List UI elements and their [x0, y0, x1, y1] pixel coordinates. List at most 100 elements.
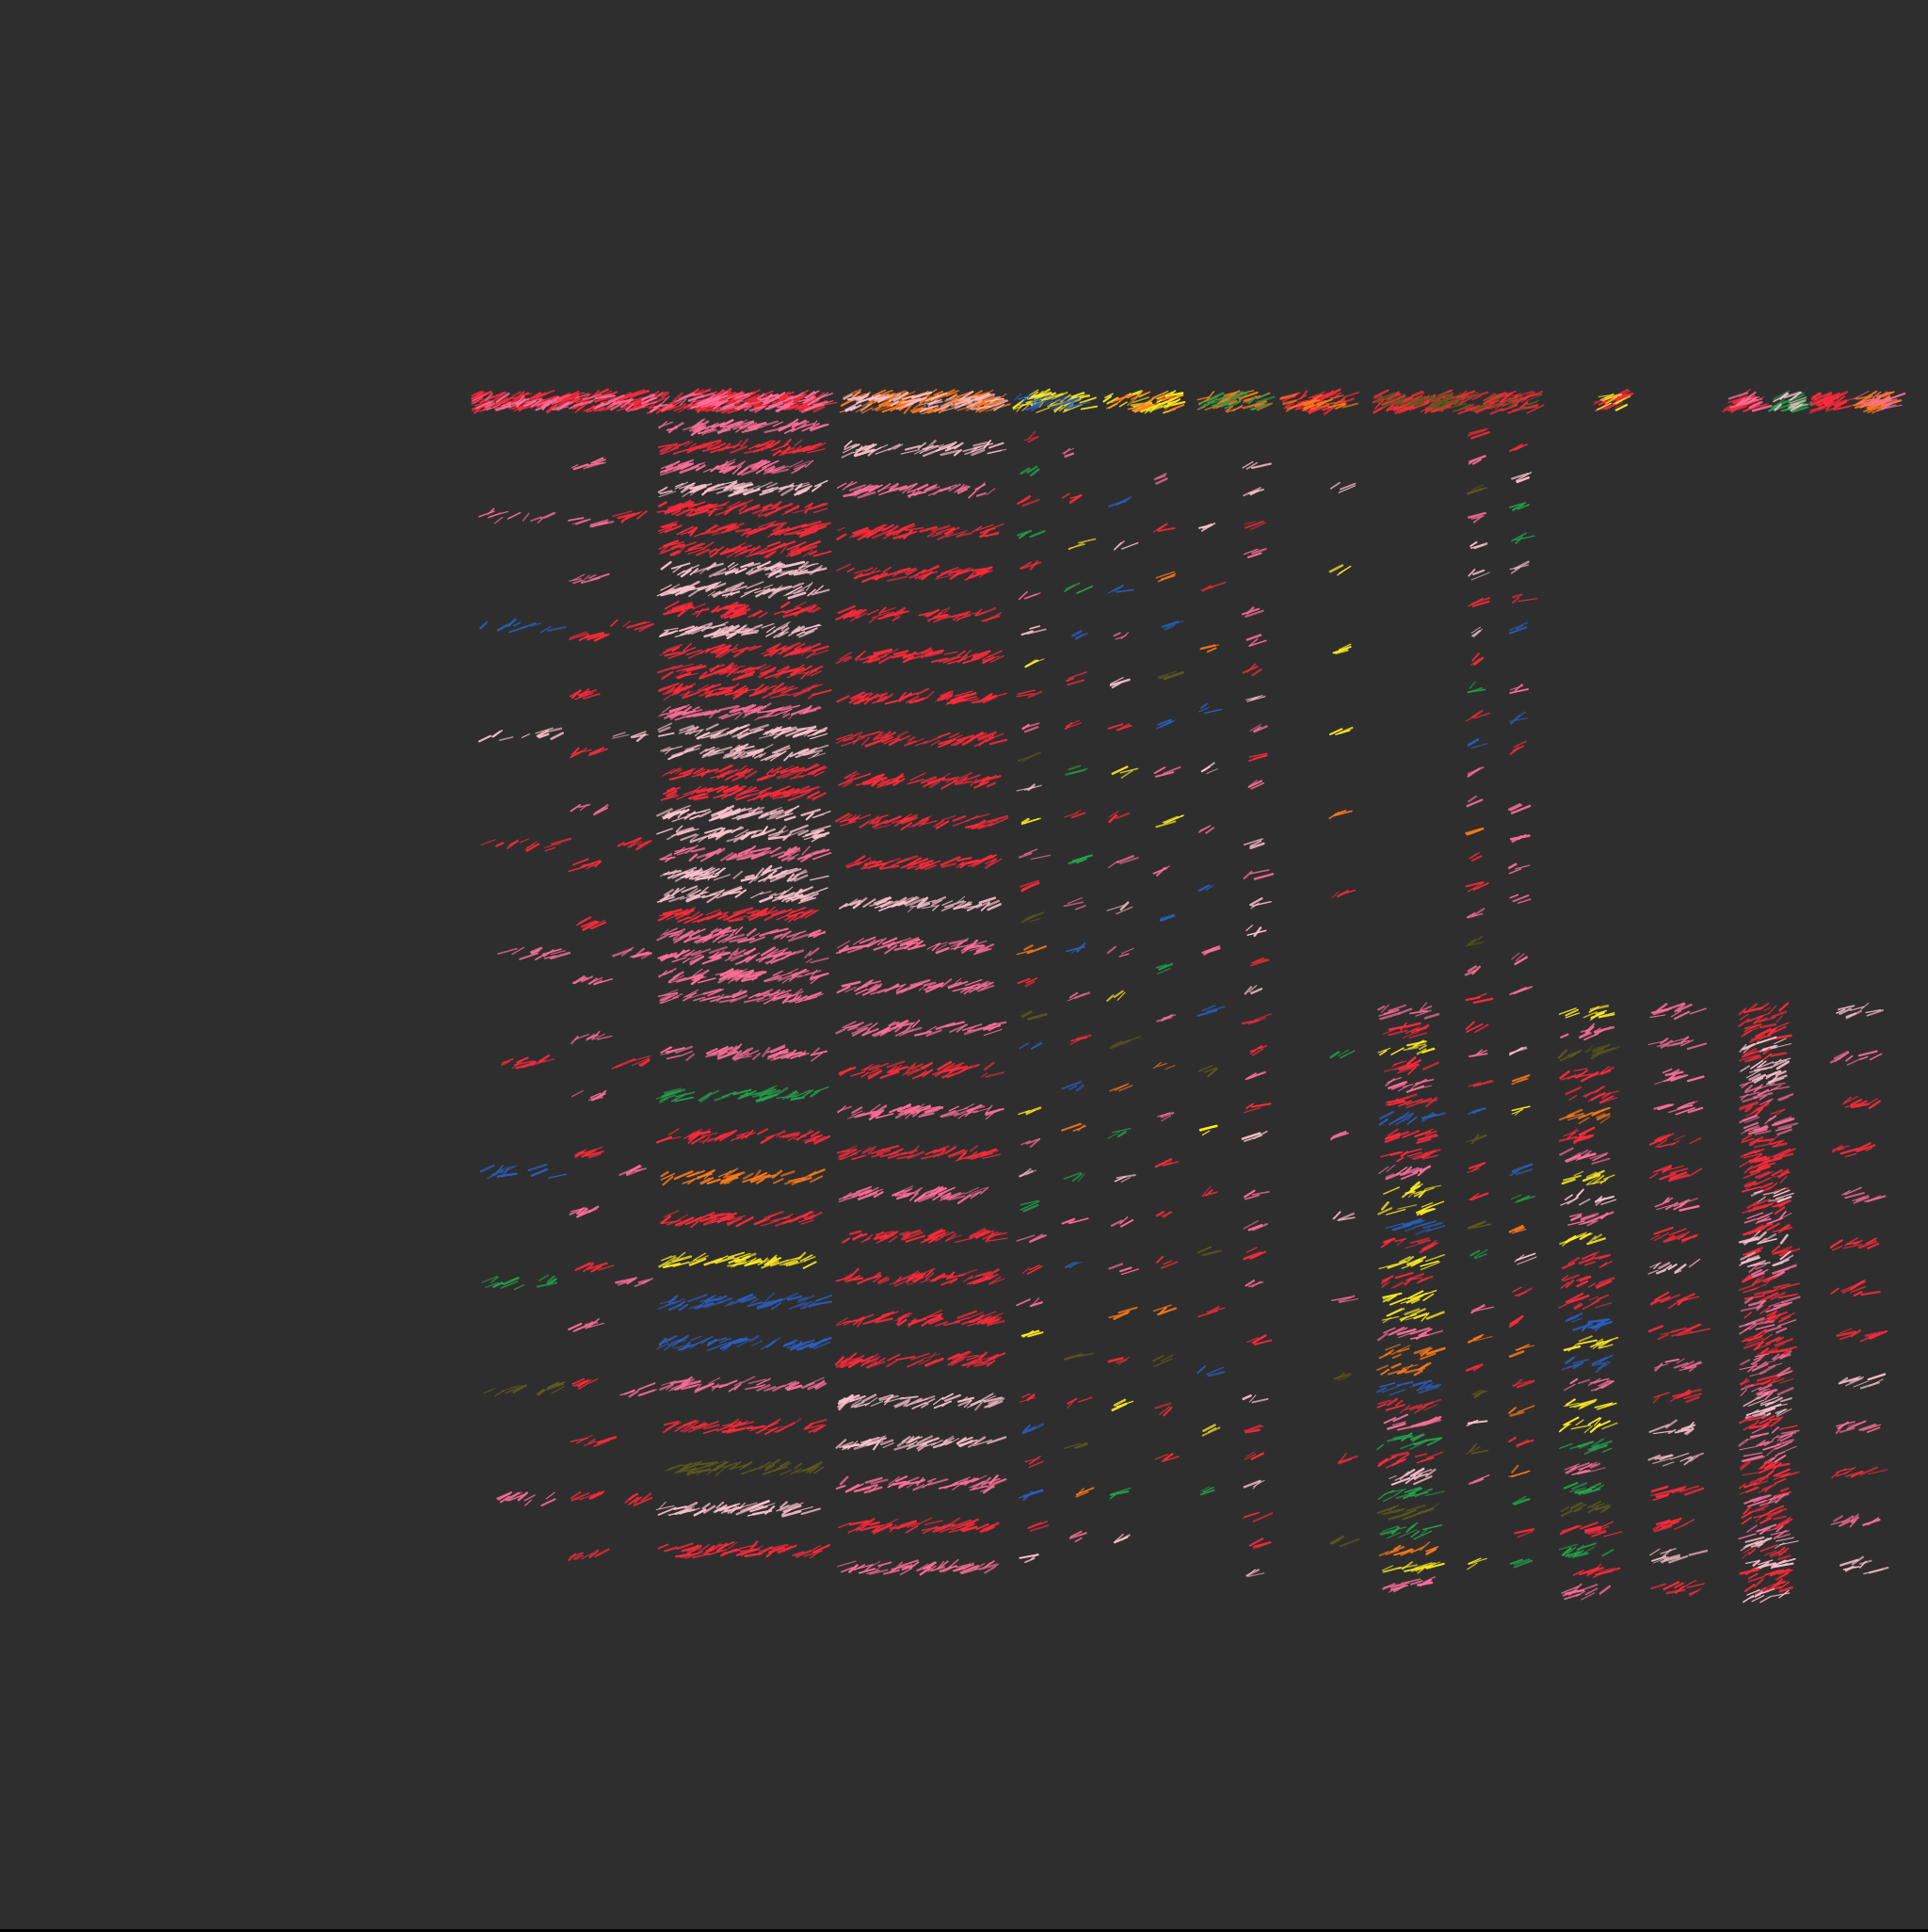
- crayon-scribble-mark: [656, 804, 831, 823]
- crayon-scribble-mark: [1201, 945, 1221, 956]
- crayon-scribble-mark: [1377, 1451, 1443, 1469]
- crayon-scribble-mark: [1466, 1419, 1488, 1426]
- crayon-scribble-mark: [483, 1381, 566, 1397]
- crayon-scribble-mark: [1064, 1352, 1094, 1360]
- crayon-scribble-mark: [1831, 1466, 1888, 1479]
- crayon-scribble-mark: [1067, 1396, 1093, 1409]
- crayon-scribble-mark: [660, 1043, 828, 1062]
- crayon-scribble-mark: [1017, 495, 1040, 507]
- crayon-scribble-mark: [1245, 695, 1266, 702]
- crayon-scribble-mark: [1380, 1271, 1434, 1289]
- crayon-scribble-mark: [1470, 540, 1488, 550]
- crayon-scribble-mark: [657, 438, 827, 457]
- crayon-scribble-mark: [1152, 1354, 1174, 1367]
- crayon-scribble-mark: [1068, 991, 1091, 1002]
- crayon-scribble-mark: [479, 1164, 568, 1180]
- crayon-scribble-mark: [1111, 1398, 1134, 1411]
- crayon-scribble-mark: [834, 813, 1009, 831]
- crayon-scribble-mark: [1508, 1436, 1534, 1448]
- crayon-scribble-mark: [1382, 1576, 1436, 1593]
- crayon-scribble-mark: [660, 864, 829, 884]
- crayon-scribble-mark: [837, 1393, 1005, 1411]
- crayon-scribble-mark: [1244, 1424, 1264, 1434]
- crayon-scribble-mark: [1467, 738, 1488, 749]
- crayon-scribble-mark: [1248, 1538, 1272, 1550]
- crayon-scribble-mark: [1565, 1086, 1619, 1104]
- crayon-scribble-mark: [1376, 1327, 1443, 1342]
- crayon-scribble-mark: [1243, 1247, 1266, 1261]
- crayon-scribble-mark: [1743, 1492, 1790, 1507]
- crayon-scribble-mark: [574, 1262, 615, 1273]
- crayon-scribble-mark: [1197, 884, 1213, 892]
- crayon-scribble-mark: [662, 1418, 827, 1435]
- crayon-scribble-mark: [1740, 1057, 1791, 1073]
- crayon-scribble-mark: [478, 507, 556, 524]
- crayon-scribble-mark: [1511, 472, 1532, 484]
- crayon-scribble-mark: [1508, 1344, 1535, 1358]
- crayon-scribble-mark: [836, 1103, 1004, 1121]
- crayon-scribble-mark: [1508, 1464, 1531, 1478]
- crayon-scribble-mark: [656, 499, 828, 518]
- crayon-scribble-mark: [1508, 711, 1528, 725]
- crayon-scribble-mark: [1108, 1306, 1138, 1320]
- crayon-scribble-mark: [1509, 502, 1530, 511]
- crayon-scribble-mark: [1021, 1264, 1043, 1275]
- crayon-scribble-mark: [1563, 1398, 1617, 1410]
- crayon-scribble-mark: [1376, 1397, 1442, 1414]
- crayon-scribble-mark: [1511, 952, 1528, 966]
- crayon-scribble-mark: [838, 770, 1002, 790]
- crayon-scribble-mark: [1739, 1459, 1791, 1474]
- crayon-scribble-mark: [1244, 1189, 1270, 1200]
- crayon-scribble-mark: [838, 1517, 1000, 1535]
- crayon-scribble-mark: [1465, 710, 1490, 722]
- crayon-scribble-mark: [1020, 817, 1041, 826]
- crayon-scribble-mark: [1470, 1248, 1488, 1260]
- crayon-scribble-mark: [1016, 783, 1042, 792]
- crayon-scribble-mark: [571, 975, 613, 986]
- crayon-scribble-mark: [844, 854, 1003, 871]
- crayon-scribble-mark: [662, 763, 828, 781]
- crayon-scribble-mark: [1242, 460, 1272, 470]
- crayon-scribble-mark: [836, 731, 1008, 749]
- crayon-scribble-mark: [836, 1145, 1002, 1162]
- crayon-scribble-mark: [1745, 1425, 1800, 1442]
- crayon-scribble-mark: [1243, 838, 1265, 849]
- crayon-scribble-mark: [1560, 1274, 1615, 1289]
- crayon-scribble-mark: [657, 1292, 832, 1312]
- crayon-scribble-mark: [1243, 1103, 1272, 1114]
- crayon-scribble-mark: [1329, 1049, 1356, 1059]
- crayon-scribble-mark: [1466, 1162, 1486, 1173]
- crayon-scribble-mark: [1075, 1487, 1095, 1498]
- crayon-scribble-mark: [1464, 965, 1481, 976]
- crayon-scribble-mark: [1329, 1131, 1349, 1141]
- crayon-scribble-mark: [1738, 1480, 1791, 1497]
- crayon-scribble-mark: [1243, 869, 1275, 880]
- crayon-scribble-mark: [1739, 1374, 1794, 1387]
- crayon-scribble-mark: [1068, 538, 1097, 551]
- crayon-scribble-mark: [612, 510, 648, 523]
- crayon-scribble-mark: [570, 803, 609, 816]
- crayon-scribble-mark: [1380, 1148, 1441, 1163]
- crayon-scribble-mark: [1381, 1561, 1445, 1574]
- crayon-scribble-mark: [1830, 1280, 1881, 1296]
- crayon-scribble-mark: [1739, 1091, 1794, 1105]
- crayon-scribble-mark: [1201, 1185, 1218, 1197]
- crayon-scribble-mark: [1019, 1393, 1036, 1403]
- crayon-scribble-mark: [1510, 1194, 1535, 1203]
- crayon-scribble-mark: [1378, 1111, 1446, 1126]
- crayon-scribble-mark: [1649, 1291, 1700, 1310]
- crayon-scribble-mark: [1508, 1224, 1527, 1234]
- crayon-scribble-mark: [1511, 1105, 1531, 1116]
- crayon-scribble-mark: [1512, 1286, 1533, 1297]
- crayon-scribble-mark: [1727, 391, 1773, 412]
- crayon-scribble-mark: [1829, 1050, 1883, 1066]
- crayon-scribble-mark: [1197, 1065, 1218, 1078]
- crayon-scribble-mark: [1197, 523, 1216, 532]
- crayon-scribble-mark: [659, 845, 832, 863]
- crayon-scribble-mark: [1020, 625, 1047, 636]
- crayon-scribble-mark: [660, 1210, 823, 1229]
- crayon-scribble-mark: [657, 418, 829, 436]
- crayon-scribble-mark: [1016, 1233, 1047, 1244]
- crayon-scribble-mark: [1331, 1295, 1359, 1303]
- crayon-scribble-mark: [1153, 1061, 1176, 1071]
